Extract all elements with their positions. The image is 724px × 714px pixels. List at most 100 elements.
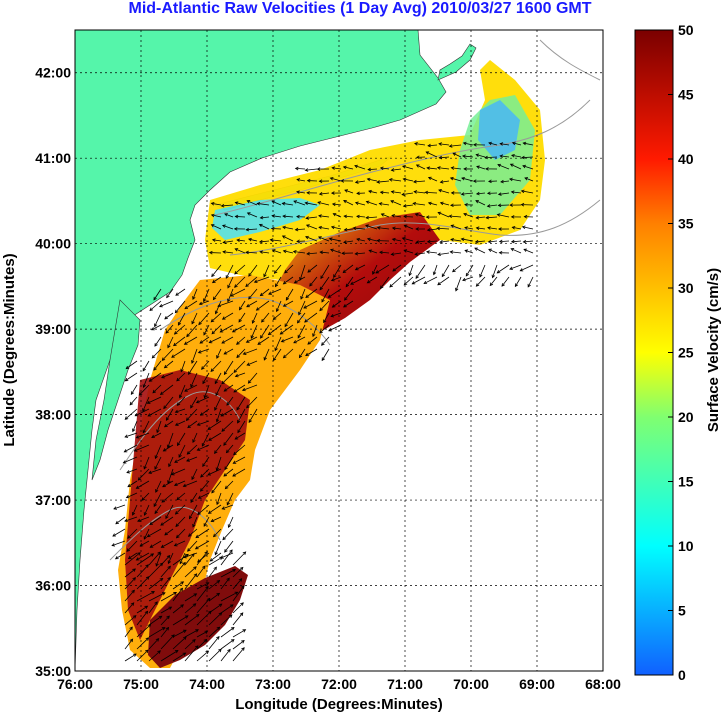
velocity-arrowhead [183, 341, 188, 345]
velocity-arrow [236, 336, 246, 345]
velocity-arrow [227, 276, 234, 288]
colorbar-tick-label: 40 [678, 151, 694, 167]
velocity-arrow [154, 456, 162, 470]
velocity-arrow [476, 216, 486, 219]
velocity-arrowhead [449, 250, 454, 254]
velocity-arrow [299, 348, 306, 358]
velocity-arrowhead [186, 333, 190, 338]
velocity-arrowhead [331, 202, 336, 207]
velocity-arrowhead [216, 592, 221, 597]
velocity-arrow [246, 396, 258, 409]
velocity-arrowhead [145, 576, 150, 580]
velocity-arrow [160, 627, 169, 638]
velocity-arrow [132, 420, 138, 432]
velocity-arrow [331, 226, 342, 230]
velocity-arrow [142, 360, 150, 372]
velocity-arrow [452, 152, 462, 158]
velocity-arrow [233, 384, 246, 393]
velocity-arrowhead [376, 180, 381, 184]
velocity-arrowhead [186, 458, 190, 462]
velocity-arrowhead [225, 449, 230, 454]
velocity-arrowhead [488, 179, 492, 184]
velocity-arrowhead [221, 506, 226, 510]
velocity-arrow [475, 200, 486, 206]
velocity-arrowhead [216, 580, 221, 584]
velocity-arrow [220, 408, 234, 417]
velocity-arrow [216, 408, 222, 422]
velocity-arrowhead [190, 404, 194, 409]
velocity-arrow [148, 627, 166, 638]
velocity-arrowhead [321, 342, 325, 346]
velocity-arrow [220, 604, 234, 614]
velocity-arrowhead [171, 354, 175, 358]
x-tick-label: 75:00 [123, 676, 159, 692]
velocity-arrowhead [137, 477, 142, 481]
velocity-arrowhead [256, 201, 261, 206]
velocity-arrowhead [227, 298, 231, 303]
velocity-arrowhead [174, 650, 179, 654]
x-tick-label: 70:00 [453, 676, 489, 692]
velocity-arrow [174, 480, 186, 486]
velocity-arrowhead [115, 520, 119, 525]
velocity-arrow [415, 252, 426, 255]
velocity-arrow [155, 480, 162, 493]
velocity-arrow [215, 300, 222, 314]
velocity-arrow [148, 578, 163, 590]
velocity-arrow [178, 444, 186, 458]
velocity-arrow [195, 540, 210, 550]
velocity-arrow [486, 216, 498, 219]
velocity-arrow [235, 372, 246, 377]
velocity-arrowhead [189, 515, 193, 520]
velocity-arrow [172, 615, 189, 626]
velocity-arrow [208, 626, 220, 638]
velocity-arrow [488, 240, 498, 243]
velocity-arrow [162, 480, 174, 488]
velocity-arrowhead [284, 269, 288, 274]
velocity-arrow [189, 504, 198, 519]
velocity-arrow [184, 336, 198, 345]
velocity-arrowhead [237, 419, 241, 424]
velocity-arrowhead [472, 179, 477, 183]
velocity-arrowhead [236, 341, 240, 345]
velocity-arrowhead [220, 203, 225, 208]
velocity-arrowhead [215, 418, 220, 423]
velocity-arrow [367, 276, 378, 284]
velocity-arrowhead [234, 214, 239, 219]
velocity-arrow [175, 408, 186, 413]
colorbar-tick-label: 30 [678, 280, 694, 296]
velocity-arrow [211, 214, 222, 218]
velocity-arrow [148, 551, 161, 566]
x-tick-label: 76:00 [57, 676, 93, 692]
velocity-arrow [172, 562, 186, 578]
velocity-arrow [512, 226, 522, 230]
velocity-arrow [154, 336, 162, 347]
velocity-arrow [222, 504, 234, 510]
velocity-arrowhead [233, 227, 238, 231]
velocity-arrow [232, 612, 244, 626]
velocity-arrow [237, 239, 246, 242]
velocity-arrow [154, 504, 162, 514]
velocity-arrow [232, 585, 245, 602]
velocity-arrowhead [464, 249, 469, 253]
velocity-arrowhead [439, 201, 444, 206]
velocity-arrow [366, 201, 378, 206]
velocity-arrow [283, 250, 294, 254]
velocity-arrowhead [234, 373, 239, 378]
velocity-arrowhead [227, 284, 231, 289]
velocity-arrow [222, 528, 234, 540]
velocity-arrow [213, 288, 222, 300]
velocity-arrow [202, 372, 210, 384]
velocity-arrowhead [223, 388, 228, 392]
velocity-arrow [261, 312, 270, 323]
velocity-arrowhead [391, 214, 396, 218]
velocity-arrow [112, 528, 126, 537]
velocity-arrowhead [218, 612, 223, 616]
velocity-arrow [136, 624, 151, 638]
velocity-arrow [184, 639, 196, 650]
velocity-arrowhead [131, 589, 135, 594]
velocity-arrow [223, 432, 234, 446]
velocity-arrowhead [281, 235, 286, 239]
velocity-arrowhead [437, 211, 442, 216]
velocity-arrowhead [207, 510, 212, 514]
velocity-arrow [250, 324, 258, 339]
